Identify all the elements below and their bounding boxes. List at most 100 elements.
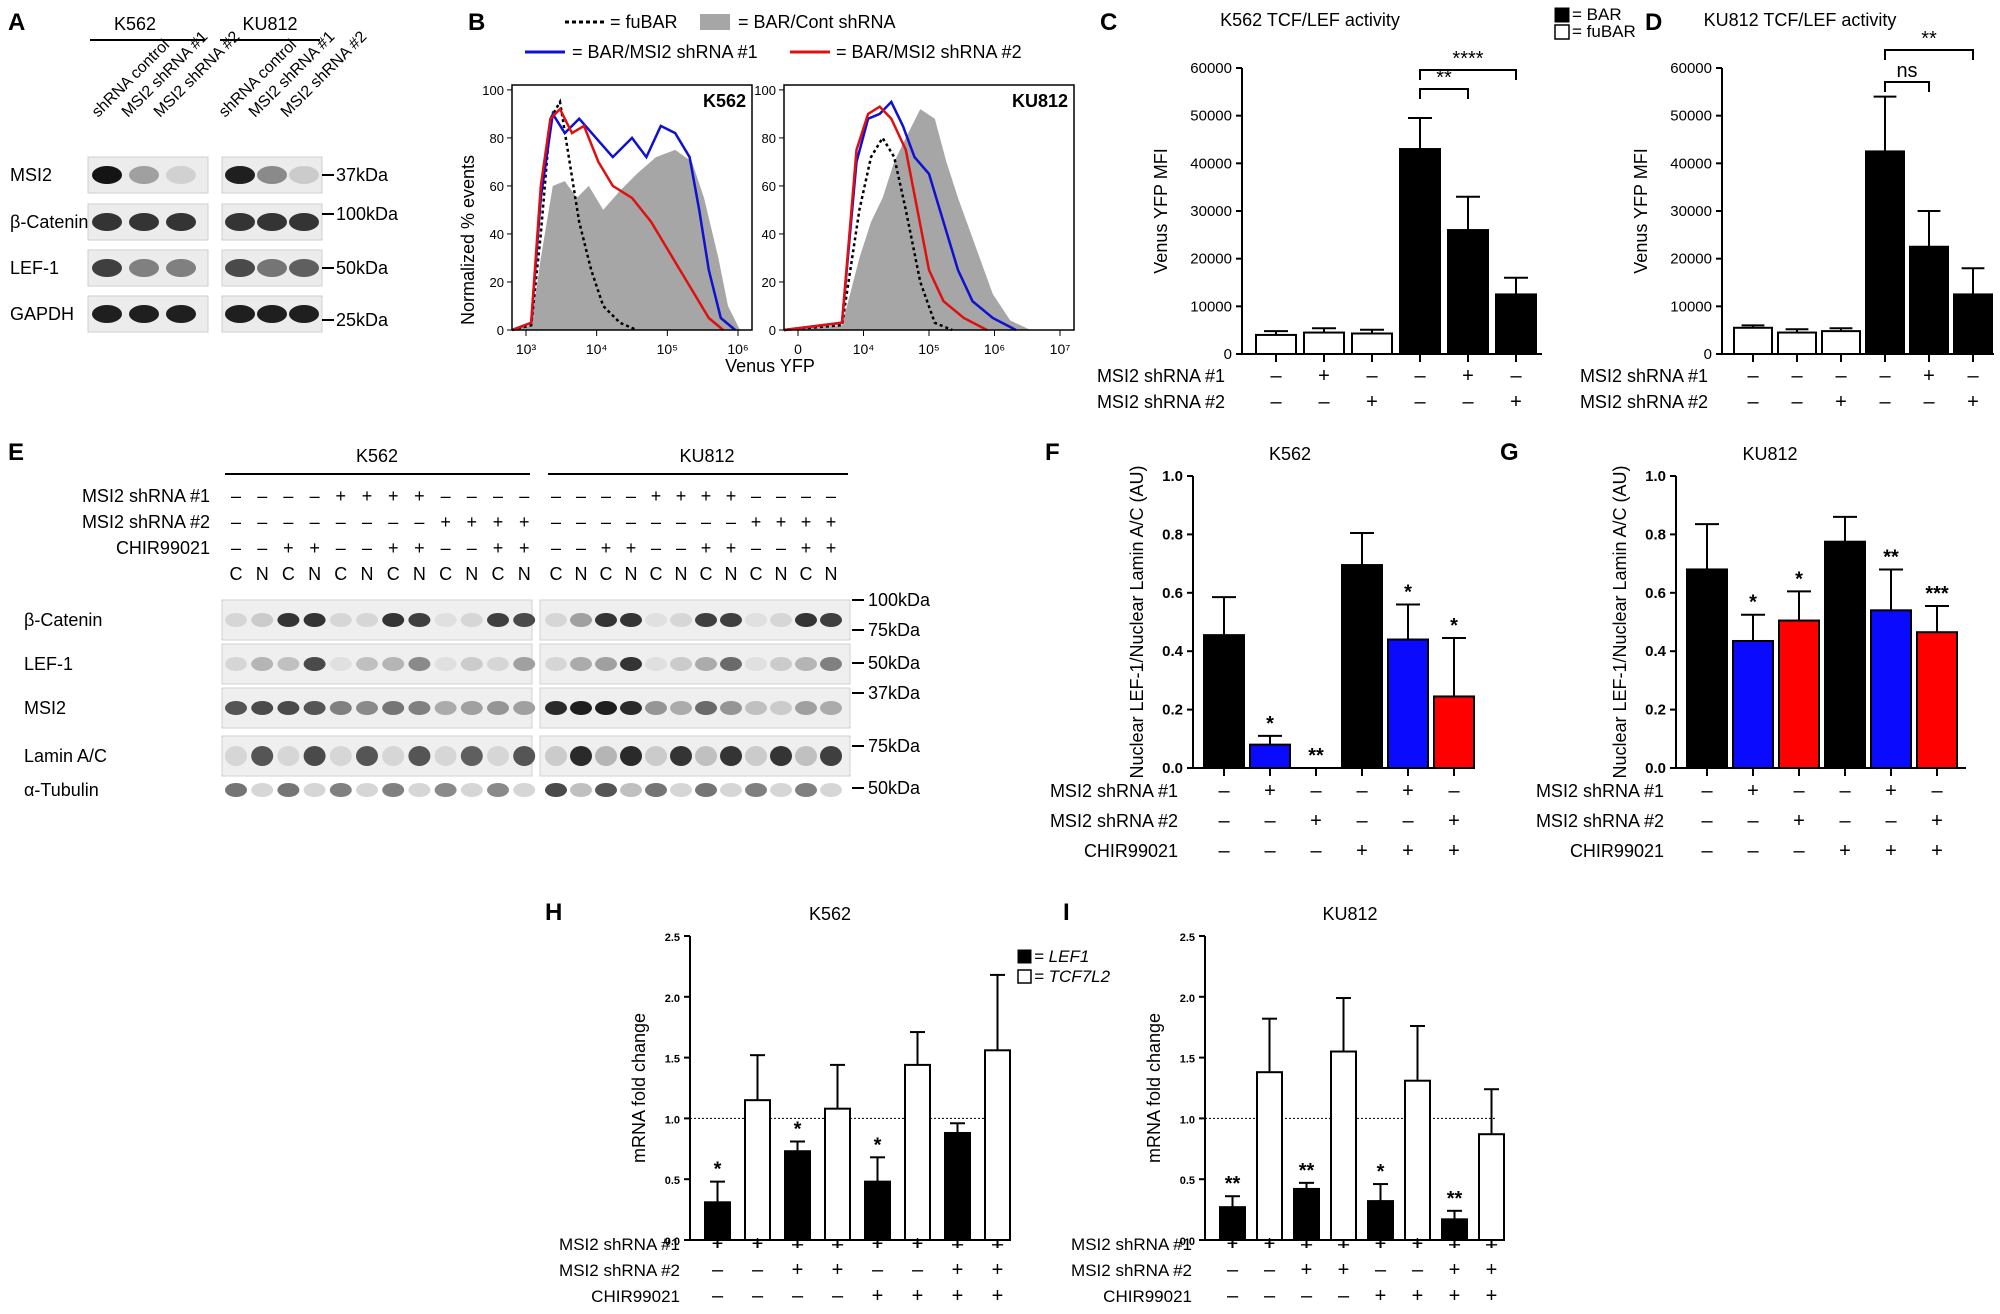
blot-e-band — [820, 613, 842, 627]
flow-xlabel: Venus YFP — [725, 356, 815, 376]
significance-star: * — [794, 1119, 802, 1141]
panel-letter-c: C — [1100, 9, 1117, 36]
flow-ytick-label: 60 — [490, 179, 504, 194]
flow-xtick-label: 10⁶ — [727, 341, 748, 357]
ytick-label: 60000 — [1670, 60, 1712, 77]
ytick-label: 0.8 — [1162, 526, 1183, 543]
condition-sign: – — [1264, 1259, 1276, 1281]
blot-a-band — [129, 166, 159, 184]
bar — [1953, 293, 1993, 355]
condition-row-label: MSI2 shRNA #2 — [1050, 811, 1178, 831]
blot-e-cell-ku812: KU812 — [679, 446, 734, 466]
condition-sign: – — [1375, 1259, 1387, 1281]
blot-e-sign-sh2: + — [776, 512, 787, 532]
blot-a-band — [92, 305, 122, 323]
condition-sign: – — [1510, 365, 1522, 387]
blot-e-condition-grid: –––C–––N––+C––+N+––C+––N+–+C+–+N–+–C–+–N… — [230, 486, 838, 584]
condition-sign: + — [1318, 365, 1330, 387]
significance-star: ** — [1299, 1160, 1315, 1182]
condition-sign: + — [1793, 810, 1805, 832]
ytick-label: 20000 — [1190, 251, 1232, 268]
blot-e-band — [795, 783, 817, 797]
flow-xtick-label: 10⁵ — [657, 341, 678, 357]
blot-e-band — [795, 701, 817, 715]
condition-sign: + — [1885, 840, 1897, 862]
blot-e-sign-sh1: – — [826, 486, 836, 506]
condition-row-label: MSI2 shRNA #1 — [1071, 1235, 1192, 1254]
blot-e-sign-sh2: + — [493, 512, 504, 532]
bar — [1733, 326, 1773, 355]
blot-e-fraction: N — [625, 564, 638, 584]
condition-sign: – — [1747, 810, 1759, 832]
condition-sign: – — [1318, 391, 1330, 413]
blot-e-sign-chir: – — [441, 538, 451, 558]
blot-e-sign-chir: + — [601, 538, 612, 558]
condition-sign: + — [952, 1285, 964, 1307]
blot-e-sign-sh1: + — [676, 486, 687, 506]
blot-e-band — [745, 613, 767, 627]
blot-a-rows: MSI2 37kDa β-Catenin 100kDa LEF-1 50kDa GAPDH 2… — [10, 156, 399, 333]
condition-sign: – — [1356, 810, 1368, 832]
significance-star: * — [1450, 615, 1458, 637]
blot-e-band — [434, 613, 457, 627]
ytick-label: 10000 — [1190, 298, 1232, 315]
blot-e-rows: β-Catenin LEF-1 MSI2 Lamin A/C α-Tubulin 100k… — [24, 590, 931, 800]
condition-sign: – — [832, 1285, 844, 1307]
blot-e-fraction: N — [675, 564, 688, 584]
condition-sign: – — [1747, 391, 1759, 413]
blot-e-band — [670, 783, 692, 797]
blot-e-band — [277, 746, 300, 766]
blot-a-cell-ku812: KU812 — [242, 14, 297, 34]
blot-e-fraction: N — [518, 564, 531, 584]
blot-e-band — [820, 701, 842, 715]
blot-e-band — [795, 657, 817, 671]
blot-e-sign-sh1: – — [441, 486, 451, 506]
condition-sign: – — [1835, 365, 1847, 387]
condition-sign: + — [1486, 1259, 1498, 1281]
blot-e-protein-label: α-Tubulin — [24, 780, 99, 800]
blot-e-band — [570, 783, 592, 797]
blot-e-sign-sh2: – — [726, 512, 736, 532]
blot-e-band — [670, 746, 692, 766]
blot-e-band — [670, 613, 692, 627]
bar — [1447, 229, 1489, 355]
condition-row-label: MSI2 shRNA #1 — [1050, 781, 1178, 801]
blot-e-band — [595, 746, 617, 766]
condition-sign: – — [1402, 810, 1414, 832]
blot-a-marker-label: 25kDa — [336, 310, 389, 330]
blot-e-fraction: C — [600, 564, 613, 584]
ytick-label: 1.0 — [1162, 468, 1183, 485]
condition-sign: + — [952, 1259, 964, 1281]
flow-plot-k562: K562 0 20 40 60 80 100 10³ 10⁴ 10⁵ 10⁶ — [482, 83, 753, 357]
blot-a-band — [166, 213, 196, 231]
significance-star: * — [1266, 713, 1274, 735]
blot-e-band — [695, 613, 717, 627]
blot-a-band — [289, 166, 319, 184]
blot-e-sign-sh2: – — [551, 512, 561, 532]
blot-e-band — [570, 613, 592, 627]
blot-e-band — [303, 613, 326, 627]
bar — [1821, 330, 1861, 355]
blot-a-protein-label: GAPDH — [10, 304, 74, 324]
ytick-label: 1.0 — [665, 1114, 680, 1126]
condition-sign: + — [1264, 1233, 1276, 1255]
condition-row-label: CHIR99021 — [1103, 1287, 1192, 1306]
blot-e-sign-sh2: + — [801, 512, 812, 532]
ytick-label: 10000 — [1670, 298, 1712, 315]
blot-e-fraction: C — [750, 564, 763, 584]
blot-e-band — [545, 657, 567, 671]
blot-a-band — [225, 305, 255, 323]
condition-sign: – — [992, 1233, 1004, 1255]
ytick-label: 0.4 — [1645, 643, 1667, 660]
blot-e-band — [277, 783, 300, 797]
bar — [1433, 695, 1475, 770]
bar — [944, 1131, 971, 1241]
condition-sign: – — [1747, 365, 1759, 387]
blot-e-sign-chir: + — [309, 538, 320, 558]
condition-sign: – — [1412, 1259, 1424, 1281]
blot-a-protein-label: β-Catenin — [10, 212, 88, 232]
condition-row-label: MSI2 shRNA #2 — [1097, 392, 1225, 412]
significance-star: * — [1749, 592, 1757, 614]
blot-e-band — [670, 657, 692, 671]
condition-sign: + — [1835, 391, 1847, 413]
